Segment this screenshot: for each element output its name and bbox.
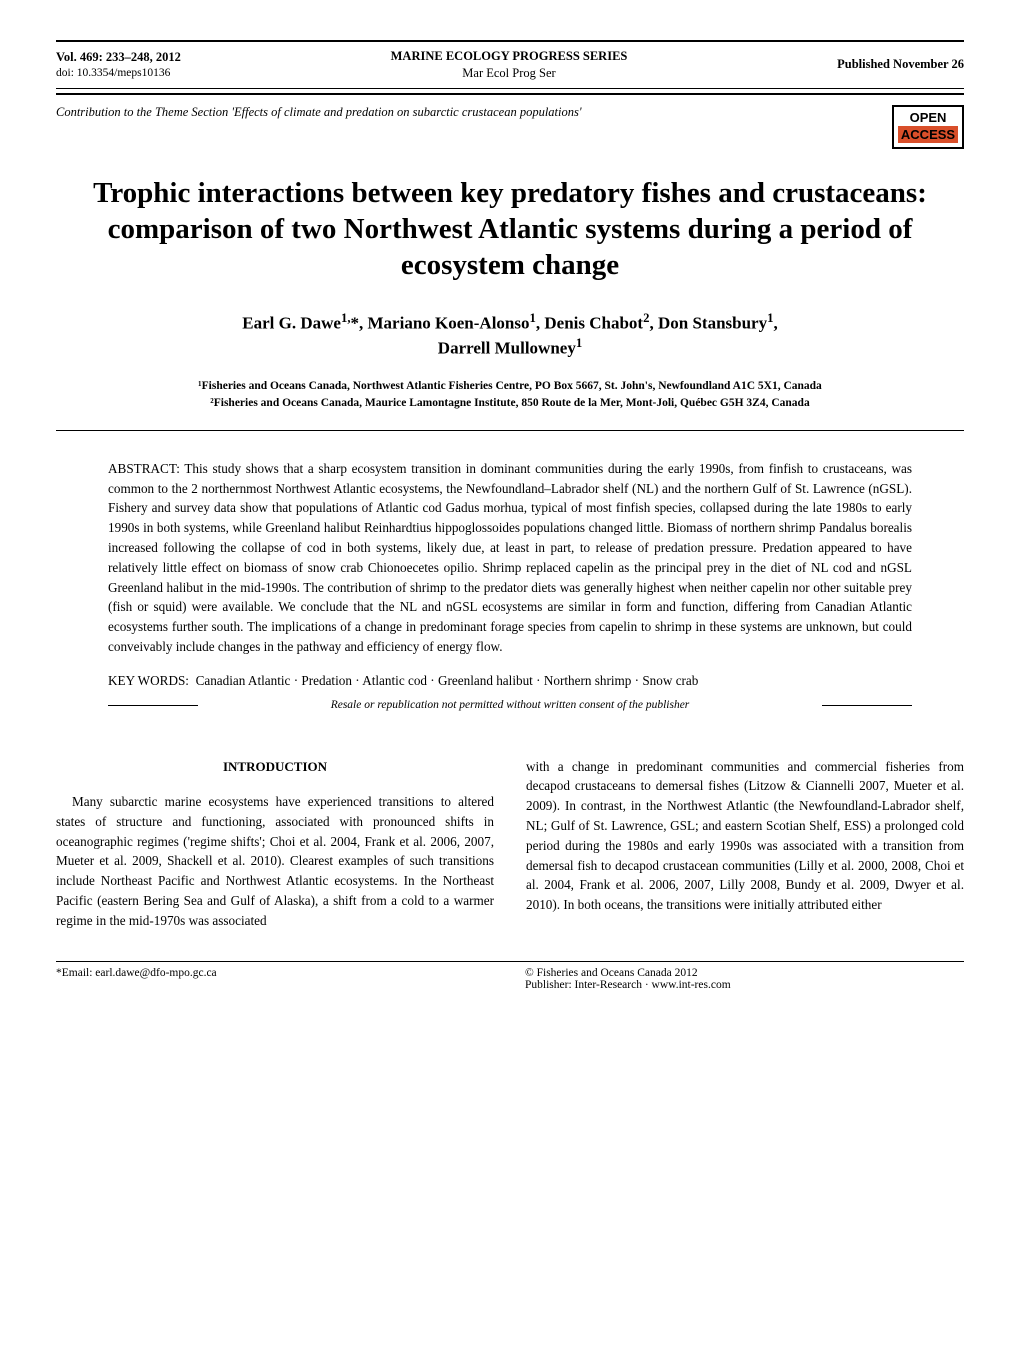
- copyright-line: © Fisheries and Oceans Canada 2012: [525, 967, 964, 979]
- page-footer: *Email: earl.dawe@dfo-mpo.gc.ca © Fisher…: [56, 961, 964, 991]
- series-abbrev: Mar Ecol Prog Ser: [391, 65, 628, 82]
- corresponding-email: *Email: earl.dawe@dfo-mpo.gc.ca: [56, 967, 495, 991]
- abstract-text: ABSTRACT: This study shows that a sharp …: [108, 459, 912, 657]
- affiliation-2: ²Fisheries and Oceans Canada, Maurice La…: [56, 395, 964, 412]
- abstract-label: ABSTRACT:: [108, 461, 180, 476]
- journal-header: Vol. 469: 233–248, 2012 doi: 10.3354/mep…: [56, 40, 964, 89]
- resale-notice: Resale or republication not permitted wi…: [108, 699, 912, 711]
- keywords-text: Canadian Atlantic · Predation · Atlantic…: [196, 673, 699, 688]
- affiliation-1: ¹Fisheries and Oceans Canada, Northwest …: [56, 378, 964, 395]
- volume-line: Vol. 469: 233–248, 2012: [56, 49, 181, 66]
- header-rule: [56, 93, 964, 95]
- abstract-block: ABSTRACT: This study shows that a sharp …: [56, 459, 964, 657]
- published-date: Published November 26: [837, 57, 964, 72]
- header-center: MARINE ECOLOGY PROGRESS SERIES Mar Ecol …: [391, 48, 628, 82]
- column-left: INTRODUCTION Many subarctic marine ecosy…: [56, 757, 494, 931]
- body-columns: INTRODUCTION Many subarctic marine ecosy…: [56, 757, 964, 931]
- keywords-label: KEY WORDS:: [108, 673, 189, 688]
- authors: Earl G. Dawe1,*, Mariano Koen-Alonso1, D…: [56, 310, 964, 361]
- theme-contribution: Contribution to the Theme Section 'Effec…: [56, 105, 582, 120]
- abstract-body: This study shows that a sharp ecosystem …: [108, 461, 912, 654]
- open-access-icon: OPEN ACCESS: [892, 105, 964, 149]
- publisher-line: Publisher: Inter-Research · www.int-res.…: [525, 979, 964, 991]
- intro-paragraph-left: Many subarctic marine ecosystems have ex…: [56, 792, 494, 931]
- keywords-block: KEY WORDS: Canadian Atlantic · Predation…: [56, 671, 964, 691]
- intro-paragraph-right: with a change in predominant communities…: [526, 757, 964, 915]
- introduction-heading: INTRODUCTION: [56, 757, 494, 777]
- series-name: MARINE ECOLOGY PROGRESS SERIES: [391, 48, 628, 65]
- affiliations: ¹Fisheries and Oceans Canada, Northwest …: [56, 378, 964, 411]
- affil-rule: [56, 430, 964, 431]
- footer-right: © Fisheries and Oceans Canada 2012 Publi…: [495, 967, 964, 991]
- contribution-row: Contribution to the Theme Section 'Effec…: [56, 105, 964, 149]
- svg-text:OPEN: OPEN: [910, 110, 947, 125]
- doi-line: doi: 10.3354/meps10136: [56, 66, 181, 82]
- article-title: Trophic interactions between key predato…: [56, 175, 964, 284]
- column-right: with a change in predominant communities…: [526, 757, 964, 931]
- header-left: Vol. 469: 233–248, 2012 doi: 10.3354/mep…: [56, 49, 181, 81]
- resale-text: Resale or republication not permitted wi…: [331, 699, 690, 711]
- svg-text:ACCESS: ACCESS: [901, 127, 956, 142]
